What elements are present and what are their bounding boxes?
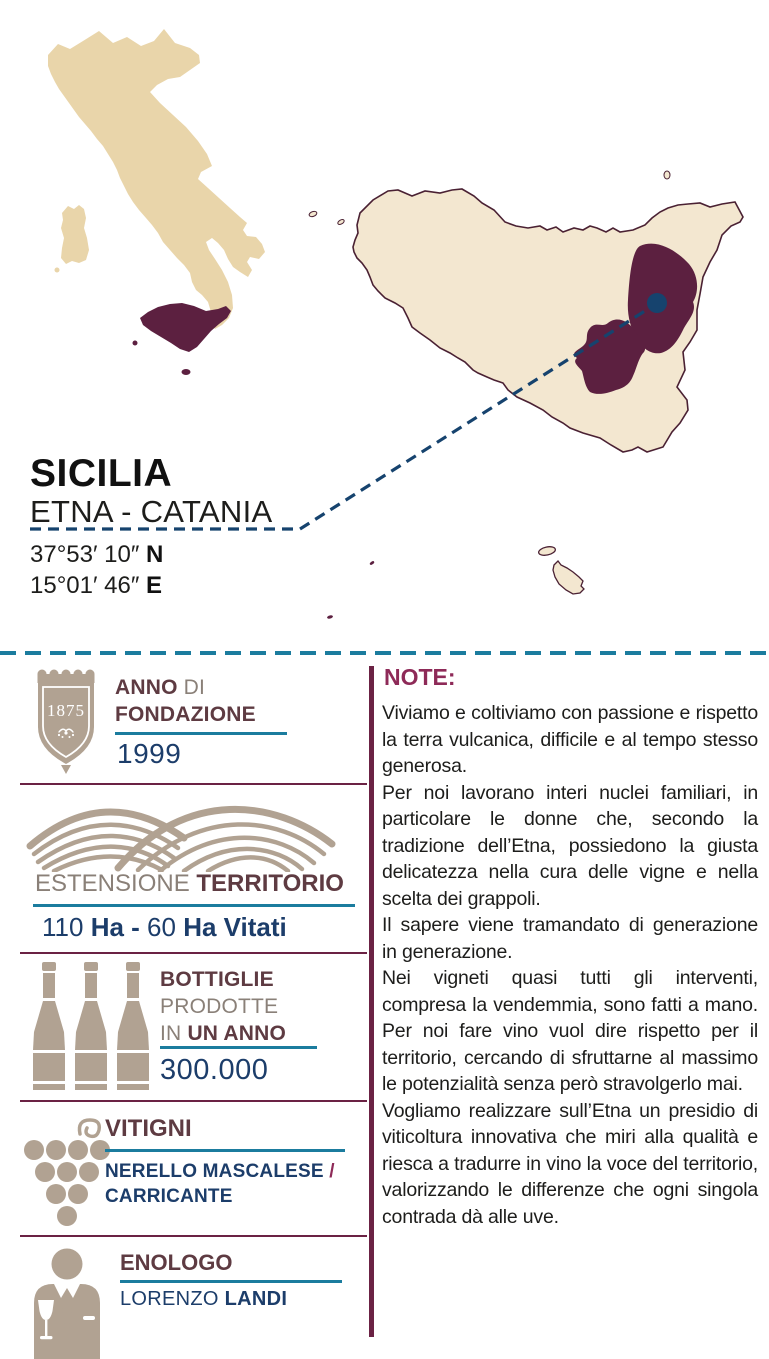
founding-underline — [115, 732, 287, 735]
shield-1875-icon: 1875 — [37, 669, 95, 774]
wine-bottles-icon — [33, 962, 149, 1090]
grapes-icon — [24, 1118, 110, 1226]
shield-year-label: 1875 — [47, 701, 85, 720]
row-separator — [20, 952, 367, 954]
grapes-title: VITIGNI — [105, 1115, 192, 1142]
row-separator — [20, 1100, 367, 1102]
row-separator — [20, 783, 367, 785]
bottles-title-line3: IN UN ANNO — [160, 1022, 287, 1045]
enologist-title: ENOLOGO — [120, 1250, 233, 1275]
bottles-title-line1: BOTTIGLIE — [160, 968, 274, 991]
islet — [204, 291, 210, 297]
region-title: SICILIA — [30, 452, 173, 495]
grapes-underline — [105, 1149, 345, 1152]
islet — [308, 210, 318, 218]
islet — [337, 219, 345, 225]
gozo-shape — [537, 546, 557, 556]
bottles-underline — [160, 1046, 317, 1049]
islet-maroon — [181, 369, 191, 375]
location-dot — [647, 293, 667, 313]
note-paragraph: Nei vigneti quasi tutti gli interventi, … — [382, 967, 758, 1095]
islet-maroon — [327, 615, 333, 619]
note-body: Viviamo e coltiviamo con passione e risp… — [382, 700, 758, 1230]
enologist-underline — [120, 1280, 342, 1283]
dashed-divider — [0, 651, 769, 655]
bottles-value: 300.000 — [160, 1054, 269, 1086]
note-label: NOTE: — [384, 664, 456, 690]
founding-title: ANNO DI FONDAZIONE — [115, 674, 256, 728]
vineyard-hills-icon — [26, 805, 336, 872]
note-paragraph: Per noi lavorano interi nuclei familiari… — [382, 781, 758, 910]
note-divider-bar — [369, 666, 374, 1337]
founding-title-line1: ANNO DI — [115, 676, 206, 699]
note-paragraph: Il sapere viene tramandato di generazion… — [382, 914, 758, 963]
sicily-highlight-shape — [140, 303, 231, 352]
territory-value: 110 Ha - 60 Ha Vitati — [42, 912, 287, 942]
founding-title-line2: FONDAZIONE — [115, 703, 256, 726]
islet — [54, 267, 60, 273]
map-connector-dashed-line — [30, 307, 649, 531]
note-paragraph: Viviamo e coltiviamo con passione e risp… — [382, 702, 758, 777]
territory-title: ESTENSIONE TERRITORIO — [35, 870, 344, 897]
bottles-title-line2: PRODOTTE — [160, 995, 279, 1018]
territory-underline — [33, 904, 355, 907]
founding-value: 1999 — [117, 738, 182, 769]
longitude-line: 15°01′ 46″ E — [30, 572, 163, 599]
sardinia-shape — [61, 205, 89, 264]
grapes-value: NERELLO MASCALESE / CARRICANTE — [105, 1159, 335, 1209]
coordinates: 37°53′ 10″ N 15°01′ 46″ E — [30, 539, 163, 601]
grapes-value-line1: NERELLO MASCALESE / — [105, 1161, 335, 1182]
bottles-title: BOTTIGLIE PRODOTTE IN UN ANNO — [160, 966, 286, 1047]
row-separator — [20, 1235, 367, 1237]
islet — [663, 170, 671, 180]
note-paragraph: Vogliamo realizzare sull’Etna un presidi… — [382, 1099, 758, 1228]
islet-maroon — [369, 561, 375, 565]
italy-sicily-map — [30, 29, 744, 619]
latitude-line: 37°53′ 10″ N — [30, 541, 164, 568]
islet-maroon — [132, 340, 138, 346]
enologist-value: LORENZO LANDI — [120, 1288, 288, 1310]
enologist-icon — [34, 1248, 100, 1359]
grapes-value-line2: CARRICANTE — [105, 1186, 233, 1207]
subregion-title: ETNA - CATANIA — [30, 494, 273, 529]
italy-shape — [48, 29, 265, 329]
malta-shape — [552, 560, 585, 595]
